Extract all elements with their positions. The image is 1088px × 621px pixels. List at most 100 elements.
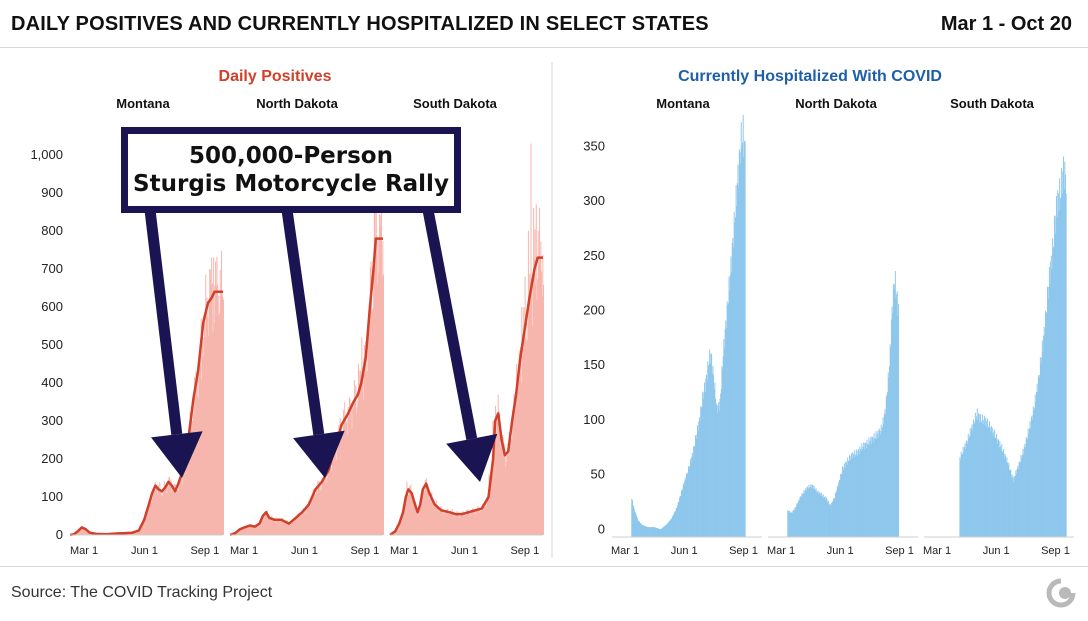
- y-tick-label-hospitalized: 0: [598, 521, 605, 536]
- positives-bar: [165, 486, 167, 535]
- positives-bar: [258, 525, 260, 535]
- hospitalized-bar: [1044, 335, 1046, 537]
- hospitalized-bar: [734, 217, 736, 537]
- positives-bar: [358, 364, 360, 535]
- positives-bar: [365, 340, 367, 535]
- hospitalized-bar: [1046, 313, 1048, 537]
- positives-bar: [354, 401, 356, 535]
- hospitalized-bar: [876, 433, 878, 537]
- positives-bar: [243, 528, 245, 535]
- hospitalized-bar: [657, 528, 659, 537]
- hospitalized-bar: [981, 414, 983, 537]
- positives-bar: [325, 475, 327, 535]
- hospitalized-bar: [970, 435, 972, 537]
- positives-bar: [279, 519, 281, 535]
- charts-area: Daily Positives 010020030040050060070080…: [30, 62, 1074, 558]
- hospitalized-bar: [660, 529, 662, 537]
- positives-bar: [495, 405, 497, 535]
- hospitalized-bar: [696, 434, 698, 537]
- hospitalized-bar: [998, 447, 1000, 537]
- header-divider: [0, 47, 1088, 48]
- annotation-arrow-head: [446, 433, 498, 482]
- positives-bar: [502, 434, 504, 535]
- positives-bar: [509, 446, 511, 535]
- positives-bar: [510, 439, 512, 535]
- positives-bar: [404, 501, 406, 535]
- positives-bar: [373, 267, 375, 535]
- positives-bar: [245, 525, 247, 535]
- positives-bar: [491, 466, 493, 535]
- positives-bar: [212, 332, 214, 535]
- positives-bar: [497, 422, 499, 535]
- y-tick-label-positives: 1,000: [30, 147, 63, 162]
- hospitalized-bar: [1012, 482, 1014, 537]
- hospitalized-bar: [732, 237, 734, 537]
- hospitalized-bar: [983, 415, 985, 537]
- hospitalized-bar: [836, 485, 838, 537]
- positives-bar: [341, 434, 343, 535]
- hospitalized-bar: [733, 247, 735, 537]
- positives-bar: [141, 525, 143, 535]
- hospitalized-bar: [711, 353, 713, 537]
- positives-bar: [402, 514, 404, 535]
- positives-bar: [183, 468, 185, 535]
- positives-bar: [487, 495, 489, 535]
- positives-bar: [76, 531, 78, 535]
- positives-bar: [201, 328, 203, 535]
- positives-bar: [434, 504, 436, 535]
- hospitalized-bar: [969, 436, 971, 537]
- positives-bar: [80, 528, 82, 535]
- positives-bar: [531, 287, 533, 535]
- positives-bar: [478, 507, 480, 535]
- positives-bar: [332, 462, 334, 535]
- positives-bar: [379, 213, 381, 535]
- hospitalized-bar: [1039, 377, 1041, 537]
- hospitalized-bar: [640, 523, 642, 537]
- positives-bar: [182, 483, 184, 535]
- positives-bar: [303, 509, 305, 535]
- positives-bar: [258, 524, 260, 535]
- hospitalized-bar: [860, 448, 862, 537]
- positives-bar: [260, 520, 262, 535]
- hospitalized-bar: [1057, 190, 1059, 537]
- hospitalized-bar: [1019, 461, 1021, 537]
- positives-bar: [470, 515, 472, 535]
- positives-bar: [369, 312, 371, 535]
- positives-bar: [348, 397, 350, 535]
- hospitalized-bar: [803, 490, 805, 537]
- positives-bar: [358, 370, 360, 535]
- positives-bar: [371, 311, 373, 535]
- hospitalized-bar: [992, 431, 994, 537]
- positives-bar: [148, 502, 150, 535]
- hospitalized-bar: [648, 527, 650, 537]
- hospitalized-bar: [1045, 310, 1047, 537]
- positives-bar: [179, 482, 181, 535]
- covid-tracking-project-logo-icon: [1046, 578, 1076, 608]
- hospitalized-bar: [1029, 421, 1031, 537]
- positives-bar: [523, 307, 525, 535]
- positives-bar: [514, 401, 516, 535]
- y-tick-label-hospitalized: 100: [583, 412, 605, 427]
- x-tick-label-hospitalized: Mar 1: [611, 545, 639, 557]
- positives-bar: [251, 524, 253, 535]
- positives-bar: [426, 483, 428, 535]
- positives-bar: [304, 509, 306, 535]
- positives-bar: [491, 476, 493, 535]
- hospitalized-bar: [979, 423, 981, 537]
- hospitalized-bar: [659, 529, 661, 537]
- positives-bar: [480, 509, 482, 535]
- positives-bar: [374, 209, 376, 535]
- hospitalized-bar: [632, 505, 634, 537]
- positives-bar: [363, 345, 365, 535]
- positives-bar: [276, 518, 278, 535]
- positives-bar: [140, 527, 142, 535]
- hospitalized-bar: [706, 380, 708, 537]
- hospitalized-bar: [1024, 443, 1026, 537]
- positives-bar: [135, 532, 137, 535]
- hospitalized-bar: [856, 456, 858, 537]
- positives-bar: [449, 513, 451, 535]
- hospitalized-bar: [689, 465, 691, 537]
- positives-bar: [372, 308, 374, 535]
- hospitalized-bar: [963, 452, 965, 537]
- state-label-positives: Montana: [116, 96, 170, 111]
